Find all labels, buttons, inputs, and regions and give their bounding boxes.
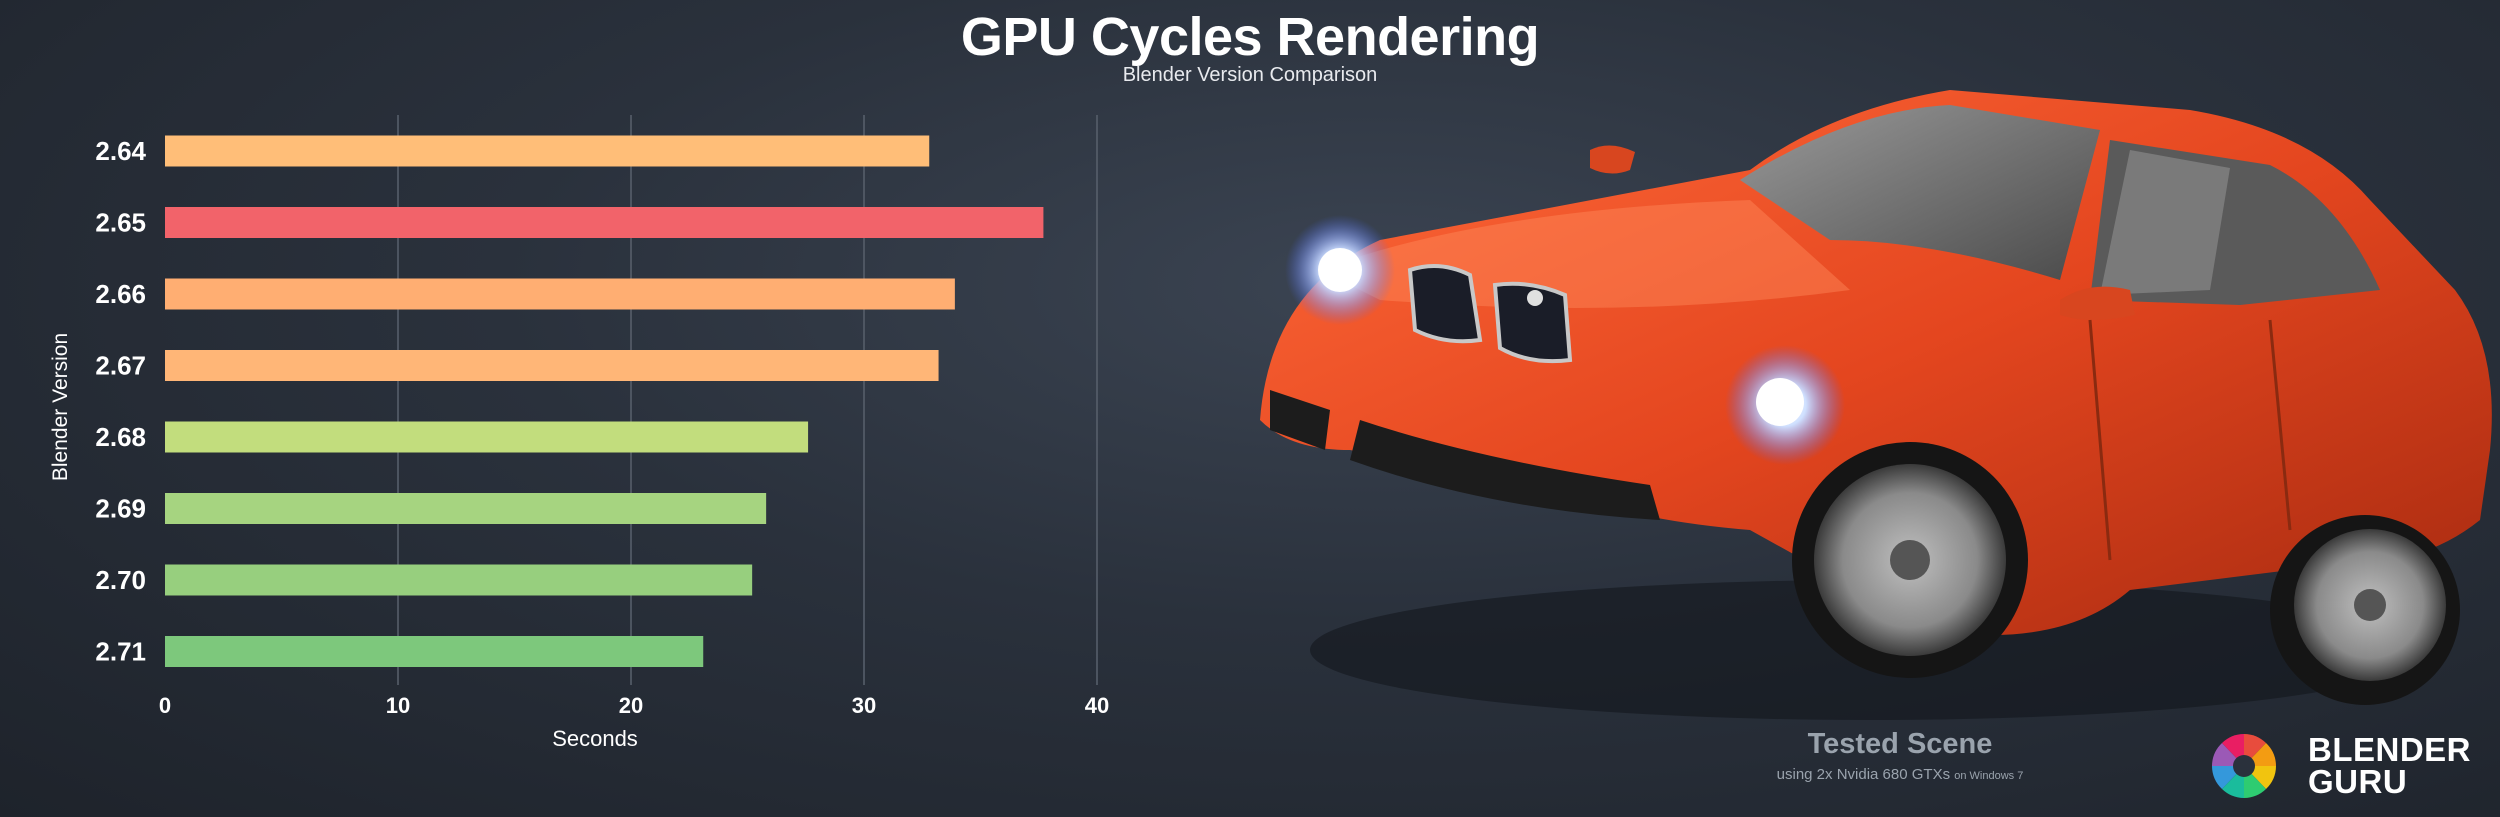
tested-scene-subtitle: using 2x Nvidia 680 GTXs on Windows 7 bbox=[1700, 766, 2100, 783]
bar-2.71 bbox=[165, 636, 704, 667]
y-tick-label: 2.71 bbox=[95, 637, 146, 667]
tested-scene-hardware: using 2x Nvidia 680 GTXs bbox=[1776, 766, 1951, 783]
bar-chart: 2.64 2.65 2.66 2.67 2.68 2.69 2.70 2.71 0 10 20 30… bbox=[49, 115, 1109, 751]
chart-gridlines bbox=[397, 115, 1098, 685]
y-tick-label: 2.67 bbox=[95, 351, 146, 381]
tested-scene-os: on Windows 7 bbox=[1954, 770, 2024, 782]
bar-2.65 bbox=[165, 207, 1044, 238]
y-tick-label: 2.70 bbox=[95, 565, 146, 595]
x-tick-label: 10 bbox=[386, 693, 410, 718]
tested-scene-title: Tested Scene bbox=[1807, 728, 1993, 760]
blender-guru-logo-icon bbox=[2212, 734, 2276, 798]
x-axis-label: Seconds bbox=[552, 726, 638, 751]
blender-guru-logo: BLENDER GURU bbox=[2200, 730, 2480, 800]
y-tick-label: 2.68 bbox=[95, 422, 146, 452]
x-tick-label: 0 bbox=[159, 693, 171, 718]
orange-car-render bbox=[1260, 90, 2492, 720]
chart-bars bbox=[165, 135, 1044, 667]
y-tick-label: 2.66 bbox=[95, 279, 146, 309]
bar-2.67 bbox=[165, 350, 939, 381]
y-tick-label: 2.64 bbox=[95, 136, 146, 166]
blender-guru-wordmark: BLENDER GURU bbox=[2308, 731, 2472, 800]
brand-line-1: BLENDER bbox=[2308, 731, 2472, 768]
chart-title: GPU Cycles Rendering bbox=[960, 7, 1540, 67]
bar-2.64 bbox=[165, 135, 930, 167]
bar-2.66 bbox=[165, 278, 955, 310]
y-tick-label: 2.65 bbox=[95, 208, 146, 238]
x-tick-label: 20 bbox=[619, 693, 643, 718]
x-tick-label: 30 bbox=[852, 693, 876, 718]
y-axis-label: Blender Version bbox=[49, 333, 72, 481]
bar-2.69 bbox=[165, 493, 767, 524]
brand-line-2: GURU bbox=[2308, 763, 2408, 800]
y-tick-labels: 2.64 2.65 2.66 2.67 2.68 2.69 2.70 2.71 bbox=[95, 136, 146, 667]
chart-subtitle: Blender Version Comparison bbox=[1122, 64, 1378, 86]
y-tick-label: 2.69 bbox=[95, 494, 146, 524]
x-tick-labels: 0 10 20 30 40 bbox=[159, 693, 1109, 718]
bar-2.70 bbox=[165, 564, 753, 596]
bar-2.68 bbox=[165, 421, 809, 453]
x-tick-label: 40 bbox=[1085, 693, 1109, 718]
